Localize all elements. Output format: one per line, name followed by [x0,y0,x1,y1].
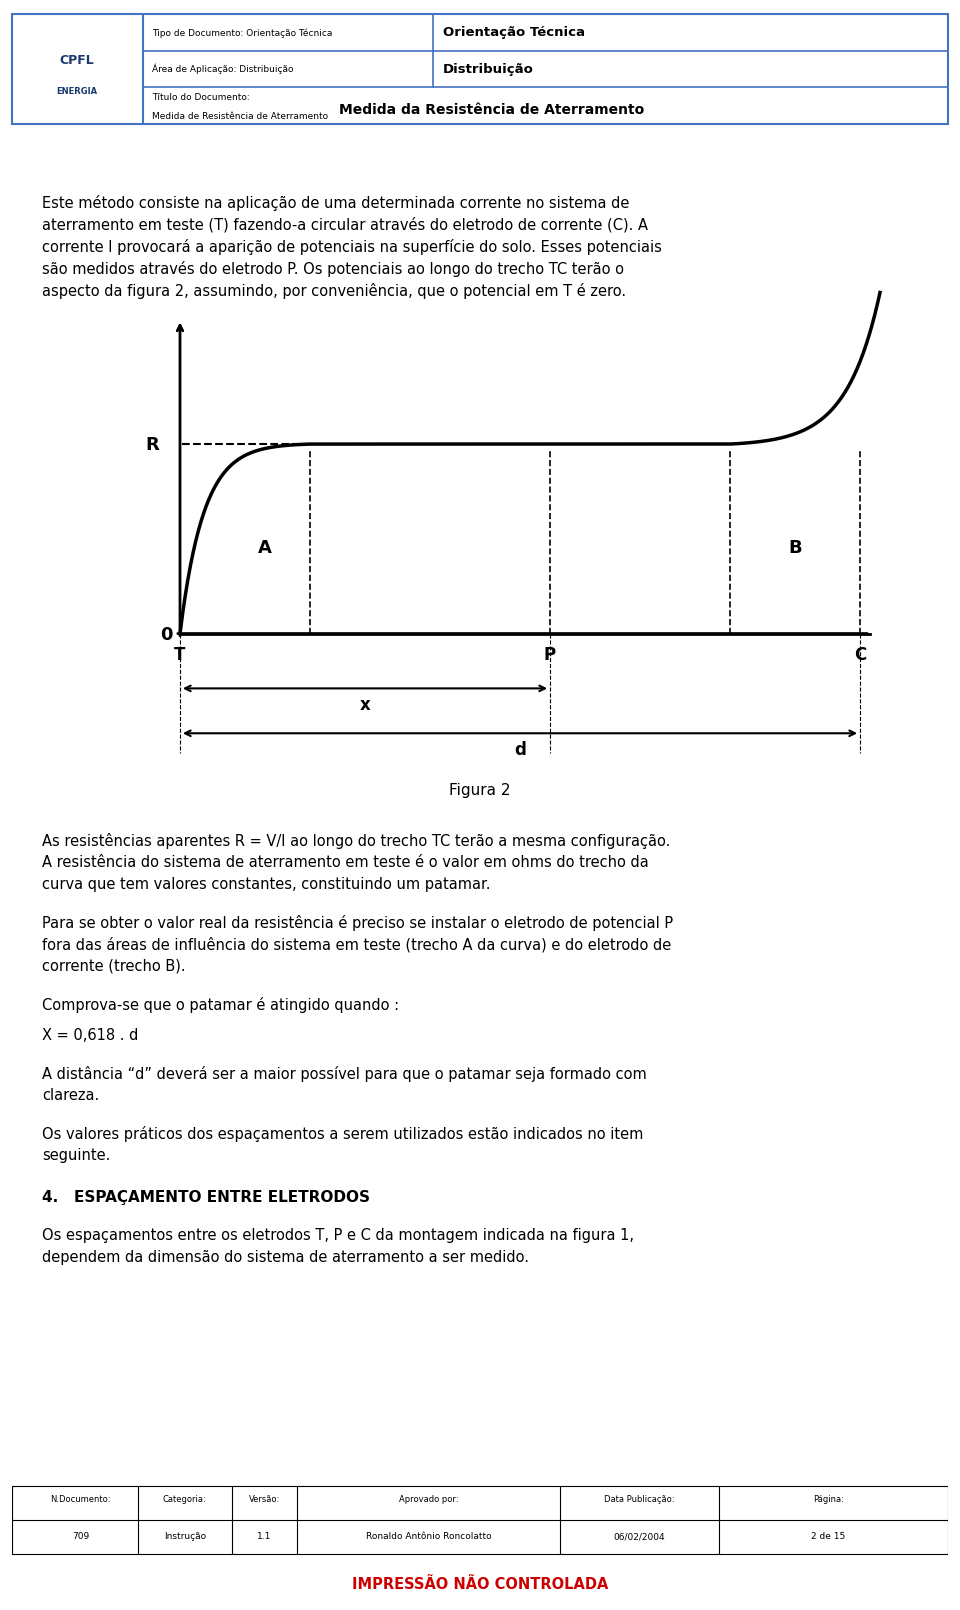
Text: Área de Aplicação: Distribuição: Área de Aplicação: Distribuição [152,64,294,74]
Text: R: R [145,436,158,454]
Text: C: C [853,646,866,663]
Text: CPFL: CPFL [60,55,94,68]
Text: IMPRESSÃO NÃO CONTROLADA: IMPRESSÃO NÃO CONTROLADA [351,1576,609,1592]
Text: Comprova-se que o patamar é atingido quando :: Comprova-se que o patamar é atingido qua… [42,997,399,1013]
Text: d: d [514,741,526,760]
Text: 06/02/2004: 06/02/2004 [613,1533,665,1541]
Text: Versão:: Versão: [249,1496,280,1504]
Text: Instrução: Instrução [164,1533,206,1541]
Bar [12,1486,948,1554]
Text: Página:: Página: [813,1496,844,1504]
Text: aterramento em teste (T) fazendo-a circular através do eletrodo de corrente (C).: aterramento em teste (T) fazendo-a circu… [42,217,648,232]
Text: corrente I provocará a aparição de potenciais na superfície do solo. Esses poten: corrente I provocará a aparição de poten… [42,238,661,254]
Text: X = 0,618 . d: X = 0,618 . d [42,1029,138,1043]
Text: Figura 2: Figura 2 [449,782,511,799]
Text: B: B [788,539,802,557]
Text: N.Documento:: N.Documento: [50,1496,110,1504]
Text: Orientação Técnica: Orientação Técnica [443,26,585,39]
Text: Medida de Resistência de Aterramento: Medida de Resistência de Aterramento [152,111,328,121]
Text: A: A [258,539,272,557]
Text: Este método consiste na aplicação de uma determinada corrente no sistema de: Este método consiste na aplicação de uma… [42,195,630,211]
Text: 709: 709 [72,1533,89,1541]
Text: T: T [175,646,185,663]
Text: ENERGIA: ENERGIA [57,87,98,95]
Text: corrente (trecho B).: corrente (trecho B). [42,958,185,974]
Text: clareza.: clareza. [42,1088,99,1103]
Text: x: x [360,697,371,715]
Text: 2 de 15: 2 de 15 [811,1533,845,1541]
Text: Data Publicação:: Data Publicação: [604,1496,675,1504]
Text: Ronaldo Antônio Roncolatto: Ronaldo Antônio Roncolatto [366,1533,492,1541]
Text: Os valores práticos dos espaçamentos a serem utilizados estão indicados no item: Os valores práticos dos espaçamentos a s… [42,1125,643,1141]
Text: Os espaçamentos entre os eletrodos T, P e C da montagem indicada na figura 1,: Os espaçamentos entre os eletrodos T, P … [42,1228,634,1243]
Text: A distância “d” deverá ser a maior possível para que o patamar seja formado com: A distância “d” deverá ser a maior possí… [42,1066,647,1082]
Text: são medidos através do eletrodo P. Os potenciais ao longo do trecho TC terão o: são medidos através do eletrodo P. Os po… [42,261,624,277]
Text: Medida da Resistência de Aterramento: Medida da Resistência de Aterramento [340,103,645,118]
Text: Título do Documento:: Título do Documento: [152,93,250,103]
Text: 1.1: 1.1 [257,1533,272,1541]
Text: curva que tem valores constantes, constituindo um patamar.: curva que tem valores constantes, consti… [42,877,491,892]
Text: aspecto da figura 2, assumindo, por conveniência, que o potencial em T é zero.: aspecto da figura 2, assumindo, por conv… [42,282,626,298]
Text: 4.   ESPAÇAMENTO ENTRE ELETRODOS: 4. ESPAÇAMENTO ENTRE ELETRODOS [42,1190,370,1204]
Text: Tipo de Documento: Orientação Técnica: Tipo de Documento: Orientação Técnica [152,27,332,37]
Text: dependem da dimensão do sistema de aterramento a ser medido.: dependem da dimensão do sistema de aterr… [42,1249,529,1265]
Text: seguinte.: seguinte. [42,1148,110,1162]
Text: Aprovado por:: Aprovado por: [398,1496,458,1504]
Text: 0: 0 [160,626,173,644]
Text: Distribuição: Distribuição [443,63,534,76]
Text: fora das áreas de influência do sistema em teste (trecho A da curva) e do eletro: fora das áreas de influência do sistema … [42,937,671,952]
Text: Categoria:: Categoria: [163,1496,206,1504]
Text: A resistência do sistema de aterramento em teste é o valor em ohms do trecho da: A resistência do sistema de aterramento … [42,855,649,869]
Text: P: P [544,646,556,663]
Text: Para se obter o valor real da resistência é preciso se instalar o eletrodo de po: Para se obter o valor real da resistênci… [42,914,673,931]
Text: As resistências aparentes R = V/I ao longo do trecho TC terão a mesma configuraç: As resistências aparentes R = V/I ao lon… [42,832,670,848]
